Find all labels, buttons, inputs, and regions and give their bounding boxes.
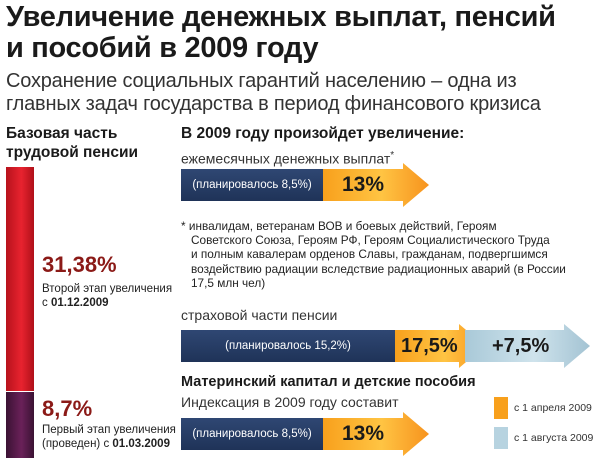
subtitle-line-2: главных задач государства в период финан… bbox=[6, 93, 541, 115]
base-pension-heading-line-2: трудовой пенсии bbox=[6, 144, 139, 161]
second-stage-caption-line-2: с 01.12.2009 bbox=[42, 296, 172, 310]
first-stage-date: 01.03.2009 bbox=[112, 438, 170, 450]
insurance-august-value: +7,5% bbox=[492, 334, 550, 357]
monthly-payments-label: ежемесячных денежных выплат* bbox=[181, 147, 394, 168]
second-stage-date-prefix: с bbox=[42, 297, 51, 309]
first-stage-caption-line-2: (проведен) с 01.03.2009 bbox=[42, 437, 176, 451]
legend-label-april: с 1 апреля 2009 bbox=[514, 402, 592, 414]
second-stage-date: 01.12.2009 bbox=[50, 297, 109, 309]
page-subtitle: Сохранение социальных гарантий населению… bbox=[6, 70, 600, 116]
first-stage-bar bbox=[6, 392, 34, 458]
monthly-increase-arrow: 13% bbox=[323, 163, 429, 207]
monthly-planned-bar: (планировалось 8,5%) bbox=[181, 169, 323, 201]
insurance-planned-bar: (планировалось 15,2%) bbox=[181, 330, 395, 362]
first-stage-percent: 8,7% bbox=[42, 396, 93, 421]
maternity-planned-bar: (планировалось 8,5%) bbox=[181, 418, 323, 450]
footnote-line-5: 17,5 млн чел) bbox=[191, 275, 266, 290]
first-stage-caption: Первый этап увеличения (проведен) с 01.0… bbox=[42, 423, 176, 451]
first-stage-caption-line-1: Первый этап увеличения bbox=[42, 424, 176, 436]
legend-label-august: с 1 августа 2009 bbox=[514, 432, 594, 444]
monthly-payments-asterisk: * bbox=[390, 150, 395, 161]
base-pension-heading: Базовая часть трудовой пенсии bbox=[6, 124, 176, 162]
title-line-2: и пособий в 2009 году bbox=[6, 32, 319, 64]
subtitle-line-1: Сохранение социальных гарантий населению… bbox=[6, 70, 517, 92]
first-stage-date-prefix: (проведен) с bbox=[42, 438, 113, 450]
increase-heading: В 2009 году произойдет увеличение: bbox=[181, 125, 465, 142]
insurance-august-arrow: +7,5% bbox=[465, 324, 590, 368]
page-title: Увеличение денежных выплат, пенсий и пос… bbox=[6, 2, 596, 64]
base-pension-heading-line-1: Базовая часть bbox=[6, 125, 118, 142]
footnote: * инвалидам, ветеранам ВОВ и боевых дейс… bbox=[181, 219, 581, 290]
footnote-line-4: воздействию радиации вследствие радиацио… bbox=[191, 261, 566, 276]
insurance-april-value: 17,5% bbox=[401, 334, 458, 357]
maternity-heading: Материнский капитал и детские пособия bbox=[181, 374, 476, 390]
monthly-increase-value: 13% bbox=[342, 173, 385, 196]
title-line-1: Увеличение денежных выплат, пенсий bbox=[6, 1, 556, 33]
maternity-increase-value: 13% bbox=[342, 422, 385, 445]
insurance-pension-label: страховой части пенсии bbox=[181, 307, 338, 323]
footnote-line-3: и полным кавалерам орденов Славы, гражда… bbox=[191, 247, 548, 262]
indexation-label: Индексация в 2009 году составит bbox=[181, 394, 399, 410]
footnote-line-2: Советского Союза, Героям РФ, Героям Соци… bbox=[191, 233, 550, 248]
second-stage-percent: 31,38% bbox=[42, 252, 117, 277]
monthly-payments-label-text: ежемесячных денежных выплат bbox=[181, 150, 391, 167]
legend-swatch-april bbox=[494, 397, 508, 419]
maternity-increase-arrow: 13% bbox=[323, 412, 429, 456]
second-stage-caption-line-1: Второй этап увеличения bbox=[42, 283, 173, 295]
second-stage-caption: Второй этап увеличения с 01.12.2009 bbox=[42, 282, 172, 310]
legend-swatch-august bbox=[494, 427, 508, 449]
footnote-line-1: * инвалидам, ветеранам ВОВ и боевых дейс… bbox=[181, 219, 497, 233]
second-stage-bar bbox=[6, 167, 34, 391]
